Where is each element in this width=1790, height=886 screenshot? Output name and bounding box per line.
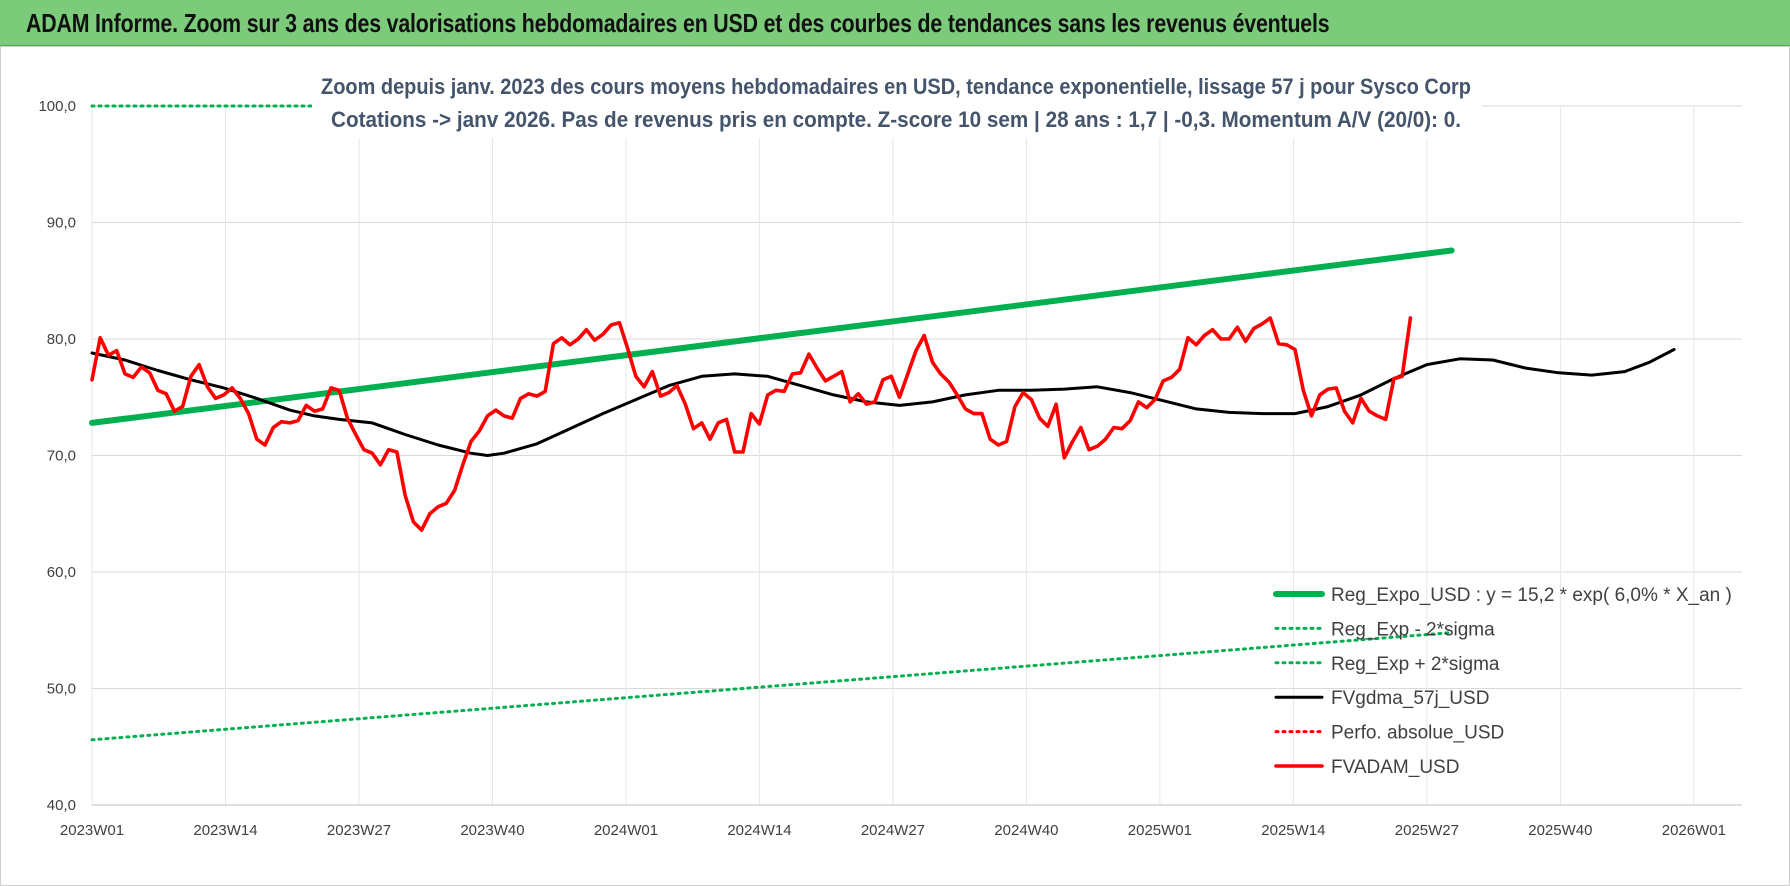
series-line-1 [90,631,1454,742]
x-tick-label: 2026W01 [1662,822,1726,839]
y-tick-label: 60,0 [47,564,76,581]
x-axis: 2023W01 2023W14 2023W27 2023W40 2024W01 2024W… [60,822,1726,839]
legend-label: Reg_Exp - 2*sigma [1331,619,1495,640]
x-tick-label: 2024W14 [727,822,791,839]
header-bar: ADAM Informe. Zoom sur 3 ans des valoris… [0,0,1790,46]
x-tick-label: 2024W01 [594,822,658,839]
chart-subtitle-line1: Zoom depuis janv. 2023 des cours moyens … [321,74,1471,99]
x-tick-label: 2025W40 [1528,822,1592,839]
x-tick-label: 2023W27 [327,822,391,839]
y-tick-label: 50,0 [47,681,76,698]
legend-label: FVADAM_USD [1331,757,1459,778]
y-tick-label: 80,0 [47,331,76,348]
x-tick-label: 2023W14 [193,822,257,839]
x-tick-label: 2025W27 [1395,822,1459,839]
x-tick-label: 2025W14 [1261,822,1325,839]
chart-subtitle-line2: Cotations -> janv 2026. Pas de revenus p… [331,107,1461,132]
x-tick-label: 2023W40 [460,822,524,839]
grid [91,105,1742,806]
series-line-5 [90,316,1413,532]
series-layer [89,104,1676,742]
x-tick-label: 2024W40 [994,822,1058,839]
legend-label: FVgdma_57j_USD [1331,688,1489,709]
page-title: ADAM Informe. Zoom sur 3 ans des valoris… [26,8,1330,38]
x-tick-label: 2024W27 [861,822,925,839]
y-tick-label: 40,0 [47,797,76,814]
y-tick-label: 100,0 [38,98,76,115]
legend-label: Reg_Expo_USD : y = 15,2 * exp( 6,0% * X_… [1331,585,1732,606]
legend-label: Reg_Exp + 2*sigma [1331,654,1500,675]
legend: Reg_Expo_USD : y = 15,2 * exp( 6,0% * X_… [1273,585,1732,778]
x-tick-label: 2023W01 [60,822,124,839]
series-line-0 [89,247,1455,426]
subtitle-background [312,68,1482,138]
legend-label: Perfo. absolue_USD [1331,723,1504,744]
x-tick-label: 2025W01 [1128,822,1192,839]
y-tick-label: 70,0 [47,448,76,465]
y-axis: 40,0 50,0 60,0 70,0 80,0 90,0 100,0 [38,98,76,814]
series-line-3 [90,348,1676,457]
y-tick-label: 90,0 [47,215,76,232]
